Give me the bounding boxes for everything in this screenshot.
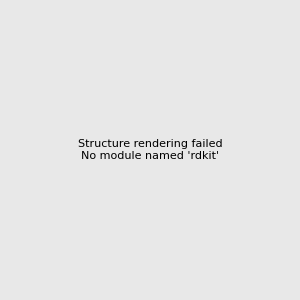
Text: Structure rendering failed
No module named 'rdkit': Structure rendering failed No module nam… bbox=[78, 139, 222, 161]
